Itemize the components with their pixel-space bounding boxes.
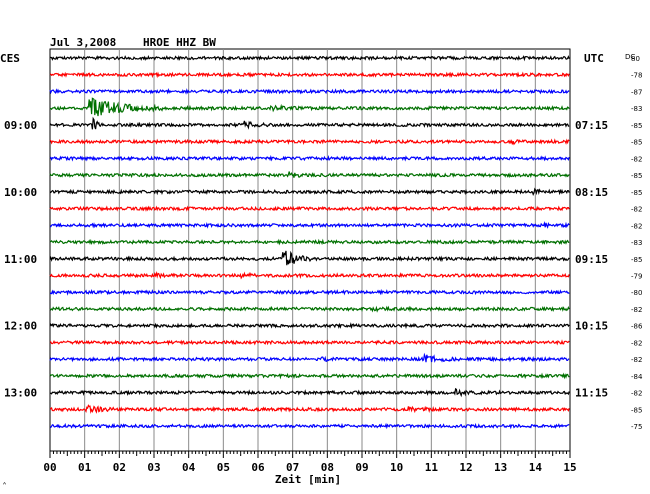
left-time-label: 10:00 (4, 186, 37, 199)
dc-offset-label: -87 (631, 88, 642, 96)
dc-offset-label: 80 (631, 55, 640, 63)
seismic-trace (49, 352, 570, 363)
dc-offset-label: -78 (631, 72, 642, 80)
x-tick-label: 00 (43, 461, 56, 474)
x-axis-title: Zeit [min] (275, 473, 341, 486)
plot-grid (49, 48, 571, 452)
dc-offset-label: -79 (631, 272, 642, 280)
dc-offset-label: -83 (631, 239, 642, 247)
dc-offset-label: -82 (631, 356, 642, 364)
seismic-trace (49, 220, 570, 229)
corner-mark: ᴬ (3, 481, 6, 489)
x-tick-label: 09 (355, 461, 368, 474)
seismic-trace (49, 116, 570, 130)
seismic-trace (49, 238, 570, 246)
seismic-trace (49, 171, 570, 179)
x-tick-label: 13 (494, 461, 507, 474)
seismic-trace (49, 404, 570, 414)
x-tick-label: 14 (529, 461, 543, 474)
chart-date: Jul 3,2008 (50, 36, 116, 49)
seismic-trace (49, 305, 570, 313)
dc-offset-label: -85 (631, 172, 642, 180)
x-tick-label: 07 (286, 461, 299, 474)
seismic-trace (49, 372, 570, 380)
seismic-trace (49, 288, 570, 296)
dc-offset-labels: 80 -78 -87 -83 -85 -85 -82 -85 -85 -82 -82 -83 -85 -7… (631, 55, 643, 431)
seismic-trace (49, 71, 570, 79)
dc-offset-label: -82 (631, 222, 642, 230)
x-tick-label: 15 (563, 461, 576, 474)
x-tick-label: 06 (251, 461, 265, 474)
right-time-label: 11:15 (575, 387, 608, 400)
left-time-label: 12:00 (4, 320, 37, 333)
right-time-label: 09:15 (575, 253, 608, 266)
left-timezone-label: CES (0, 52, 20, 65)
seismic-trace (49, 187, 570, 196)
seismic-trace (49, 250, 570, 266)
x-tick-label: 10 (390, 461, 403, 474)
dc-offset-label: -85 (631, 189, 642, 197)
x-axis: 00 01 02 03 04 05 06 07 08 09 10 11 12 13 14 15 (43, 450, 577, 474)
dc-label: DC (625, 53, 635, 61)
dc-offset-label: -82 (631, 339, 642, 347)
x-tick-label: 05 (217, 461, 230, 474)
left-time-labels: 09:00 10:00 11:00 12:00 13:00 (4, 119, 37, 400)
seismic-trace (49, 88, 570, 95)
dc-offset-label: -82 (631, 390, 642, 398)
x-tick-label: 02 (113, 461, 126, 474)
plot-frame (49, 48, 571, 452)
right-timezone-label: UTC (584, 52, 604, 65)
seismic-trace (49, 270, 570, 280)
seismic-trace (49, 422, 570, 430)
x-tick-label: 01 (78, 461, 92, 474)
dc-offset-label: -82 (631, 306, 642, 314)
left-time-label: 13:00 (4, 387, 37, 400)
right-time-labels: 07:15 08:15 09:15 10:15 11:15 (575, 119, 608, 400)
dc-offset-label: -85 (631, 122, 642, 130)
dc-offset-label: -80 (631, 289, 642, 297)
right-time-label: 07:15 (575, 119, 608, 132)
x-tick-label: 12 (459, 461, 472, 474)
dc-offset-label: -83 (631, 105, 642, 113)
seismic-trace (49, 97, 570, 117)
dc-offset-label: -85 (631, 256, 642, 264)
seismic-trace (49, 138, 570, 146)
seismic-trace (49, 339, 570, 346)
right-time-label: 08:15 (575, 186, 608, 199)
x-tick-label: 11 (425, 461, 439, 474)
dc-offset-label: -85 (631, 139, 642, 147)
left-time-label: 11:00 (4, 253, 37, 266)
trace-group (49, 54, 570, 430)
x-tick-label: 08 (321, 461, 334, 474)
dc-offset-label: -82 (631, 206, 642, 214)
seismic-trace (49, 322, 570, 330)
dc-offset-label: -82 (631, 155, 642, 163)
x-tick-label: 04 (182, 461, 196, 474)
chart-station: HROE HHZ BW (143, 36, 216, 49)
left-time-label: 09:00 (4, 119, 37, 132)
dc-offset-label: -85 (631, 406, 642, 414)
dc-offset-label: -86 (631, 323, 643, 331)
seismic-trace (49, 205, 570, 212)
dc-offset-label: -75 (631, 423, 642, 431)
right-time-label: 10:15 (575, 320, 608, 333)
x-tick-label: 03 (147, 461, 160, 474)
dc-offset-label: -84 (631, 373, 643, 381)
seismic-trace (49, 54, 570, 62)
seismic-trace (49, 154, 570, 162)
seismic-trace (49, 387, 570, 398)
